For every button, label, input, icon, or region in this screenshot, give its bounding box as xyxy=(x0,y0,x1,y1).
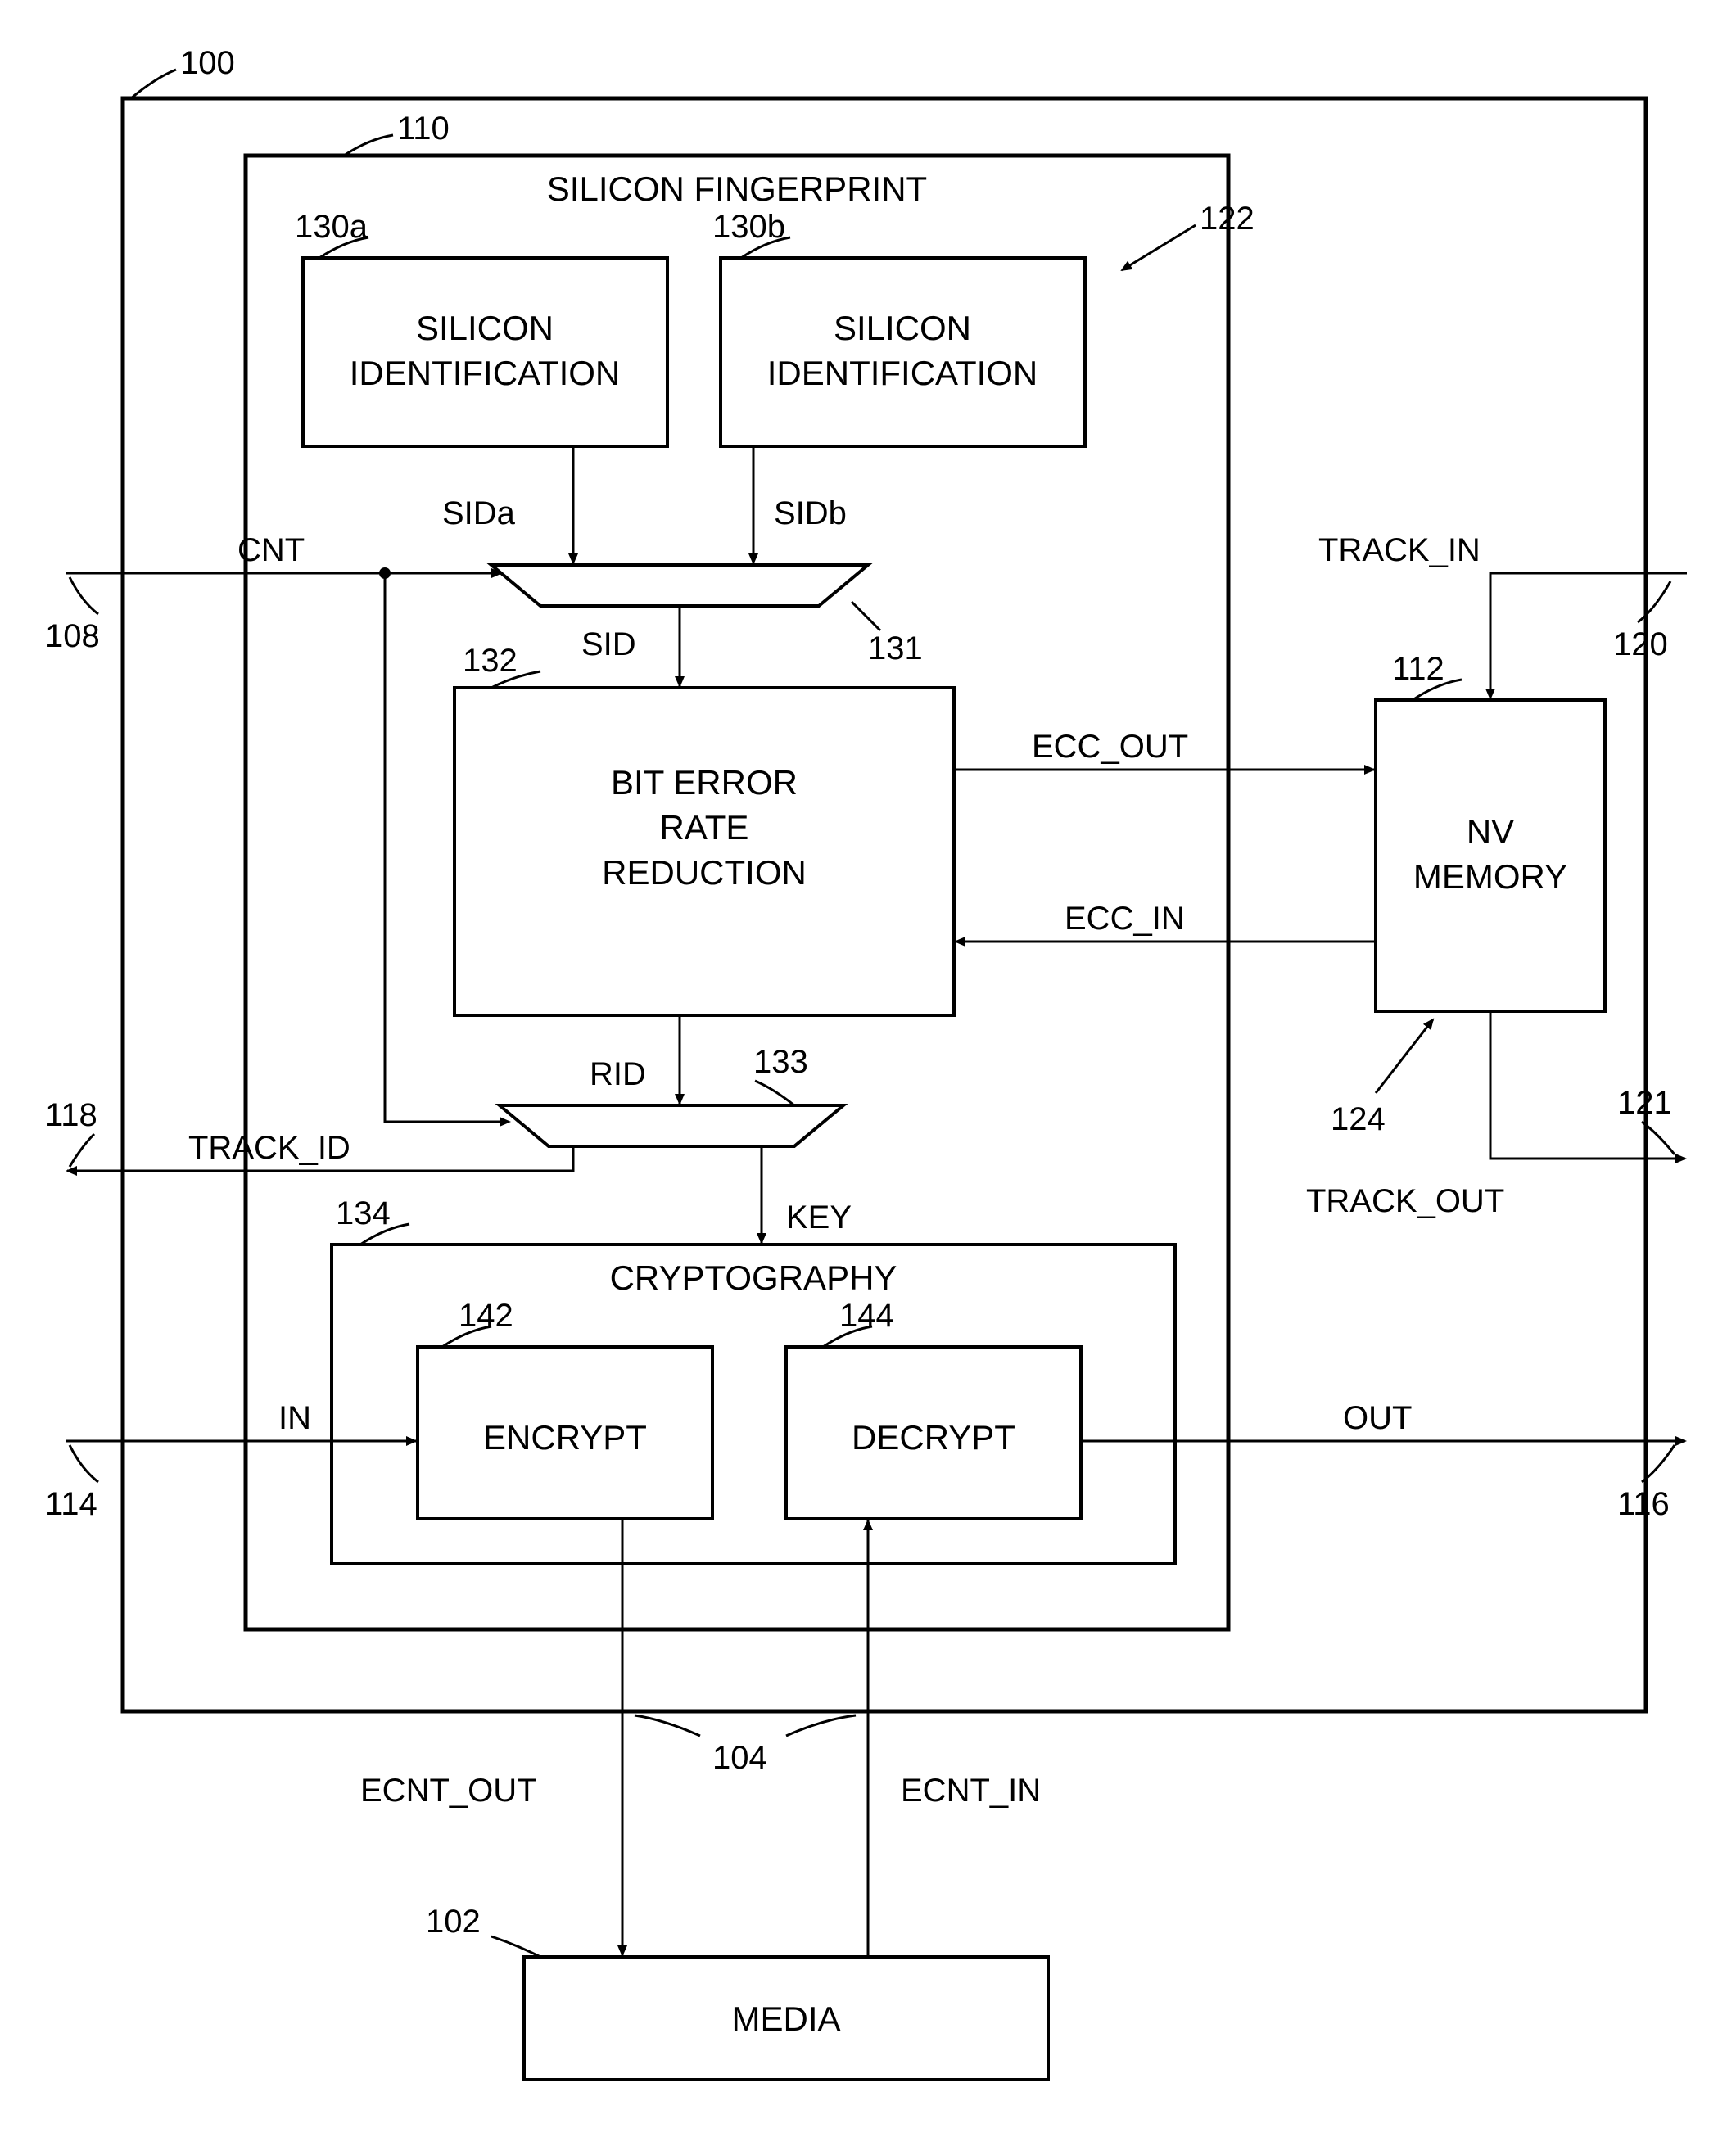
silicon-id-a-box xyxy=(303,258,667,446)
ref-124: 124 xyxy=(1331,1101,1386,1137)
leader-110 xyxy=(344,135,393,156)
ecc-in-label: ECC_IN xyxy=(1065,901,1185,937)
silicon-id-a-label-1: SILICON xyxy=(416,309,554,347)
leader-122 xyxy=(1122,225,1196,270)
ref-100: 100 xyxy=(180,45,235,81)
fingerprint-title: SILICON FINGERPRINT xyxy=(547,169,927,208)
block-diagram: SILICON FINGERPRINT SILICON IDENTIFICATI… xyxy=(0,0,1736,2137)
ref-130b: 130b xyxy=(712,209,785,245)
ref-132: 132 xyxy=(463,643,518,679)
ecnt-in-label: ECNT_IN xyxy=(901,1773,1041,1809)
encrypt-label: ENCRYPT xyxy=(483,1418,647,1457)
berr-label-3: REDUCTION xyxy=(602,853,807,892)
ref-144: 144 xyxy=(839,1298,894,1334)
leader-108 xyxy=(70,577,98,614)
mux-131 xyxy=(491,565,868,606)
sidb-label: SIDb xyxy=(774,495,847,531)
leader-120 xyxy=(1638,581,1670,622)
ref-114: 114 xyxy=(45,1486,97,1522)
silicon-id-a-label-2: IDENTIFICATION xyxy=(350,354,621,392)
berr-label-2: RATE xyxy=(660,808,749,847)
nvmem-box xyxy=(1376,700,1605,1011)
leader-104a xyxy=(635,1715,700,1736)
leader-133 xyxy=(755,1081,794,1105)
silicon-id-b-label-2: IDENTIFICATION xyxy=(767,354,1038,392)
ref-118: 118 xyxy=(45,1097,97,1133)
key-label: KEY xyxy=(786,1200,852,1236)
leader-114 xyxy=(70,1445,98,1482)
ref-116: 116 xyxy=(1617,1486,1670,1522)
silicon-id-b-box xyxy=(721,258,1085,446)
track-id-label: TRACK_ID xyxy=(188,1130,350,1166)
ref-112: 112 xyxy=(1392,651,1444,687)
crypto-title: CRYPTOGRAPHY xyxy=(610,1258,897,1297)
ref-133: 133 xyxy=(753,1044,808,1080)
berr-box xyxy=(454,688,954,1015)
ref-131: 131 xyxy=(868,630,923,666)
cnt-label: CNT xyxy=(237,532,305,568)
ref-130a: 130a xyxy=(295,209,368,245)
berr-label-1: BIT ERROR xyxy=(611,763,798,802)
nvmem-label-1: NV xyxy=(1467,812,1514,851)
ref-108: 108 xyxy=(45,618,100,654)
ref-110: 110 xyxy=(397,111,450,147)
leader-102 xyxy=(491,1936,540,1957)
leader-100 xyxy=(131,70,176,98)
ecc-out-label: ECC_OUT xyxy=(1032,729,1188,765)
leader-104b xyxy=(786,1715,856,1736)
nvmem-label-2: MEMORY xyxy=(1413,857,1567,896)
ecnt-out-label: ECNT_OUT xyxy=(360,1773,537,1809)
in-label: IN xyxy=(278,1400,311,1436)
track-in-label: TRACK_IN xyxy=(1318,532,1481,568)
leader-124 xyxy=(1376,1019,1433,1093)
sid-label: SID xyxy=(581,626,636,662)
ref-121: 121 xyxy=(1617,1085,1672,1121)
ref-120: 120 xyxy=(1613,626,1668,662)
track-out-label: TRACK_OUT xyxy=(1306,1183,1504,1219)
leader-131 xyxy=(852,602,880,630)
media-label: MEDIA xyxy=(731,1999,840,2038)
ref-122: 122 xyxy=(1200,201,1255,237)
sida-label: SIDa xyxy=(442,495,516,531)
out-label: OUT xyxy=(1343,1400,1412,1436)
leader-118 xyxy=(70,1134,94,1167)
mux-133 xyxy=(500,1105,843,1146)
decrypt-label: DECRYPT xyxy=(852,1418,1015,1457)
ref-102: 102 xyxy=(426,1904,481,1940)
rid-label: RID xyxy=(590,1056,646,1092)
ref-104: 104 xyxy=(712,1740,767,1776)
ref-142: 142 xyxy=(459,1298,513,1334)
ref-134: 134 xyxy=(336,1195,391,1231)
silicon-id-b-label-1: SILICON xyxy=(834,309,971,347)
